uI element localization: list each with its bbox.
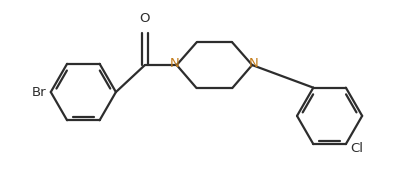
Text: N: N	[249, 57, 259, 70]
Text: N: N	[170, 57, 180, 70]
Text: Br: Br	[32, 85, 46, 99]
Text: Cl: Cl	[351, 142, 364, 155]
Text: O: O	[140, 12, 150, 24]
